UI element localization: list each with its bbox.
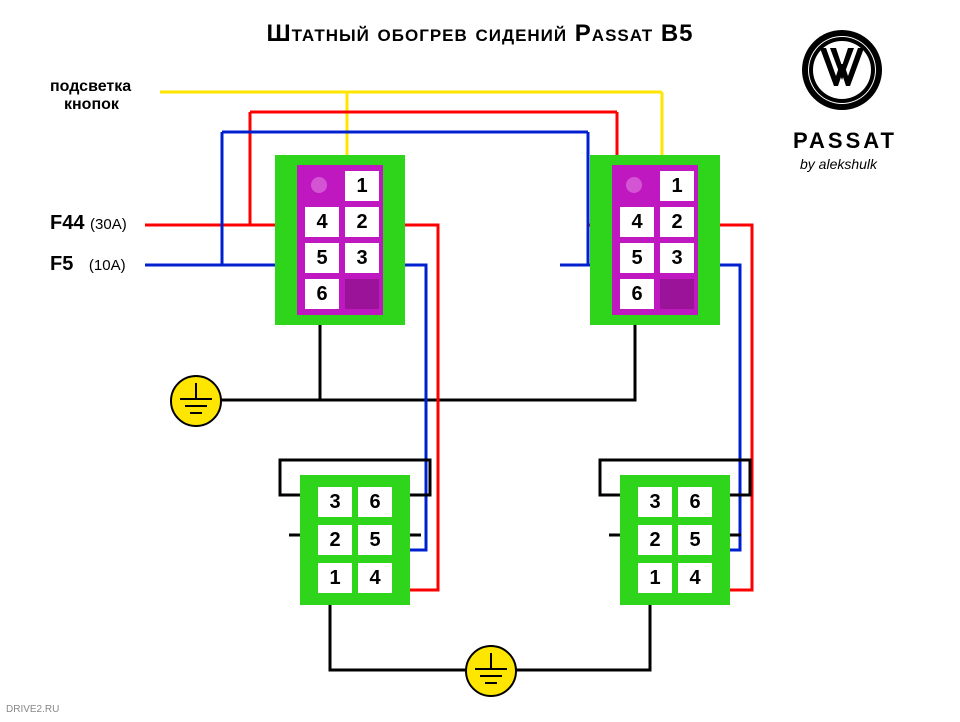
pin-5: 5 [620,243,654,273]
label-f5: F5 (10A) [50,253,126,276]
pin-2: 2 [318,525,352,555]
pin-4: 4 [358,563,392,593]
pin-1: 1 [638,563,672,593]
pin-5: 5 [305,243,339,273]
lconn-outer [300,475,410,605]
pin-3: 3 [345,243,379,273]
ground-lower-icon [465,645,517,697]
pin-4: 4 [620,207,654,237]
pin-2: 2 [345,207,379,237]
pin-6: 6 [305,279,339,309]
label-f44: F44 (30A) [50,212,127,235]
diagram-stage: Штатный обогрев сидений Passat B5 подсве… [0,0,960,722]
label-f44-main: F44 [50,212,84,234]
ground-upper-icon [170,375,222,427]
conn-blank [660,279,694,309]
pin-6: 6 [620,279,654,309]
pin-2: 2 [660,207,694,237]
watermark: DRIVE2.RU [6,704,59,715]
pin-5: 5 [678,525,712,555]
pin-6: 6 [358,487,392,517]
label-f44-sub: (30A) [90,216,127,233]
upper-connector-left: 1 4 2 5 3 6 [275,155,405,325]
label-backlight-l2: кнопок [50,96,119,113]
lower-connector-left: 3 6 2 5 1 4 [300,475,410,605]
pin-5: 5 [358,525,392,555]
pin-3: 3 [638,487,672,517]
pin-1: 1 [345,171,379,201]
pin-4: 4 [678,563,712,593]
conn-blank [345,279,379,309]
passat-wordmark: PASSAT [760,128,930,154]
conn-key-dot [311,177,327,193]
pin-1: 1 [660,171,694,201]
pin-2: 2 [638,525,672,555]
lower-connector-right: 3 6 2 5 1 4 [620,475,730,605]
label-backlight: подсветка кнопок [50,78,131,114]
vw-logo-icon [800,28,884,112]
pin-3: 3 [660,243,694,273]
pin-1: 1 [318,563,352,593]
conn-key-dot [626,177,642,193]
upper-connector-right: 1 4 2 5 3 6 [590,155,720,325]
label-f5-main: F5 [50,253,83,275]
lconn-outer [620,475,730,605]
pin-3: 3 [318,487,352,517]
pin-4: 4 [305,207,339,237]
label-f5-sub: (10A) [89,257,126,274]
label-backlight-l1: подсветка [50,78,131,95]
pin-6: 6 [678,487,712,517]
author-label: by alekshulk [800,156,877,172]
